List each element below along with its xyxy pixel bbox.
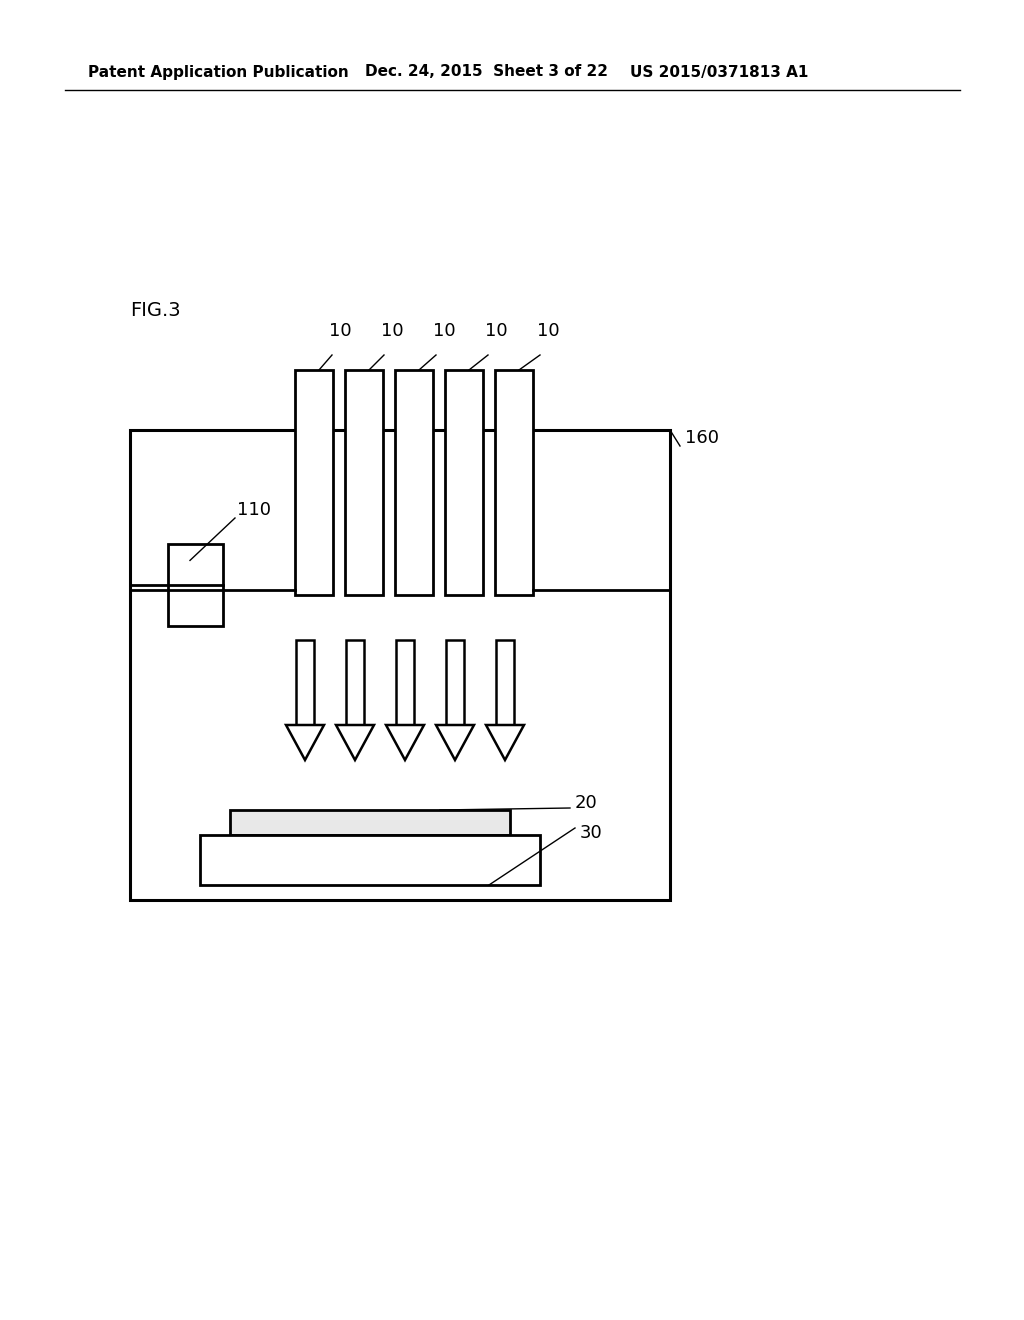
Text: Dec. 24, 2015  Sheet 3 of 22: Dec. 24, 2015 Sheet 3 of 22: [365, 65, 608, 79]
Polygon shape: [336, 725, 374, 760]
Bar: [230, 810, 510, 836]
Polygon shape: [436, 725, 474, 760]
Bar: [168, 544, 223, 626]
Text: 10: 10: [485, 322, 508, 341]
Text: US 2015/0371813 A1: US 2015/0371813 A1: [630, 65, 808, 79]
Text: Patent Application Publication: Patent Application Publication: [88, 65, 349, 79]
Bar: [200, 836, 540, 884]
Bar: [396, 640, 414, 725]
Bar: [495, 370, 534, 595]
Bar: [296, 640, 314, 725]
Text: 110: 110: [237, 502, 271, 519]
Polygon shape: [486, 725, 524, 760]
Bar: [395, 370, 433, 595]
Text: 20: 20: [575, 795, 598, 812]
Text: 10: 10: [329, 322, 351, 341]
Text: FIG.3: FIG.3: [130, 301, 180, 319]
Text: 30: 30: [580, 824, 603, 842]
Text: 10: 10: [381, 322, 403, 341]
Bar: [496, 640, 514, 725]
Text: 10: 10: [433, 322, 456, 341]
Polygon shape: [386, 725, 424, 760]
Bar: [345, 370, 383, 595]
Bar: [445, 370, 483, 595]
Bar: [346, 640, 364, 725]
Bar: [295, 370, 333, 595]
Bar: [446, 640, 464, 725]
Text: 160: 160: [685, 429, 719, 447]
Text: 10: 10: [537, 322, 560, 341]
Polygon shape: [286, 725, 324, 760]
Bar: [130, 430, 670, 900]
